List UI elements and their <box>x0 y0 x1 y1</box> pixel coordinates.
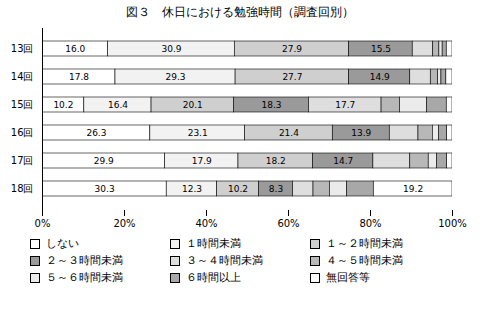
html-text:しない: しない <box>46 237 79 250</box>
svg-text:18.3: 18.3 <box>261 100 281 110</box>
svg-text:10.2: 10.2 <box>53 100 73 110</box>
svg-text:8.3: 8.3 <box>269 184 283 194</box>
html-text:６時間以上: ６時間以上 <box>186 271 241 284</box>
svg-text:26.3: 26.3 <box>86 128 106 138</box>
html-text:１～２時間未満: １～２時間未満 <box>326 237 403 250</box>
html-text:３～４時間未満: ３～４時間未満 <box>186 254 263 267</box>
svg-text:18回: 18回 <box>11 183 34 194</box>
svg-text:27.7: 27.7 <box>282 72 302 82</box>
svg-text:80%: 80% <box>359 218 381 229</box>
svg-text:21.4: 21.4 <box>279 128 299 138</box>
svg-text:27.9: 27.9 <box>282 44 302 54</box>
svg-text:16.4: 16.4 <box>108 100 128 110</box>
html-text:４～５時間未満: ４～５時間未満 <box>326 254 403 267</box>
svg-text:29.3: 29.3 <box>166 72 186 82</box>
svg-text:14.9: 14.9 <box>370 72 390 82</box>
svg-text:15回: 15回 <box>11 99 34 110</box>
svg-text:15.5: 15.5 <box>371 44 391 54</box>
html-text:無回答等: 無回答等 <box>326 271 370 284</box>
svg-text:60%: 60% <box>277 218 299 229</box>
svg-text:0%: 0% <box>35 218 51 229</box>
html-text:２～３時間未満: ２～３時間未満 <box>46 254 123 267</box>
svg-text:14.7: 14.7 <box>333 156 353 166</box>
svg-text:100%: 100% <box>438 218 467 229</box>
html-text:１時間未満: １時間未満 <box>186 237 241 250</box>
svg-text:17.7: 17.7 <box>335 100 355 110</box>
svg-text:16.0: 16.0 <box>65 44 85 54</box>
html-text:５～６時間未満: ５～６時間未満 <box>46 271 123 284</box>
svg-text:20%: 20% <box>113 218 135 229</box>
html-text:図３ 休日における勉強時間（調査回別）: 図３ 休日における勉強時間（調査回別） <box>126 5 354 19</box>
svg-text:13回: 13回 <box>11 43 34 54</box>
svg-text:13.9: 13.9 <box>351 128 371 138</box>
svg-text:10.2: 10.2 <box>228 184 248 194</box>
svg-text:20.1: 20.1 <box>183 100 203 110</box>
svg-text:40%: 40% <box>195 218 217 229</box>
svg-text:29.9: 29.9 <box>94 156 114 166</box>
svg-text:19.2: 19.2 <box>403 184 423 194</box>
svg-text:18.2: 18.2 <box>266 156 286 166</box>
svg-text:30.9: 30.9 <box>161 44 181 54</box>
svg-text:30.3: 30.3 <box>95 184 115 194</box>
svg-text:17.8: 17.8 <box>69 72 89 82</box>
svg-text:14回: 14回 <box>11 71 34 82</box>
svg-text:16回: 16回 <box>11 127 34 138</box>
svg-text:17回: 17回 <box>11 155 34 166</box>
svg-text:17.9: 17.9 <box>192 156 212 166</box>
svg-text:23.1: 23.1 <box>188 128 208 138</box>
svg-text:12.3: 12.3 <box>182 184 202 194</box>
